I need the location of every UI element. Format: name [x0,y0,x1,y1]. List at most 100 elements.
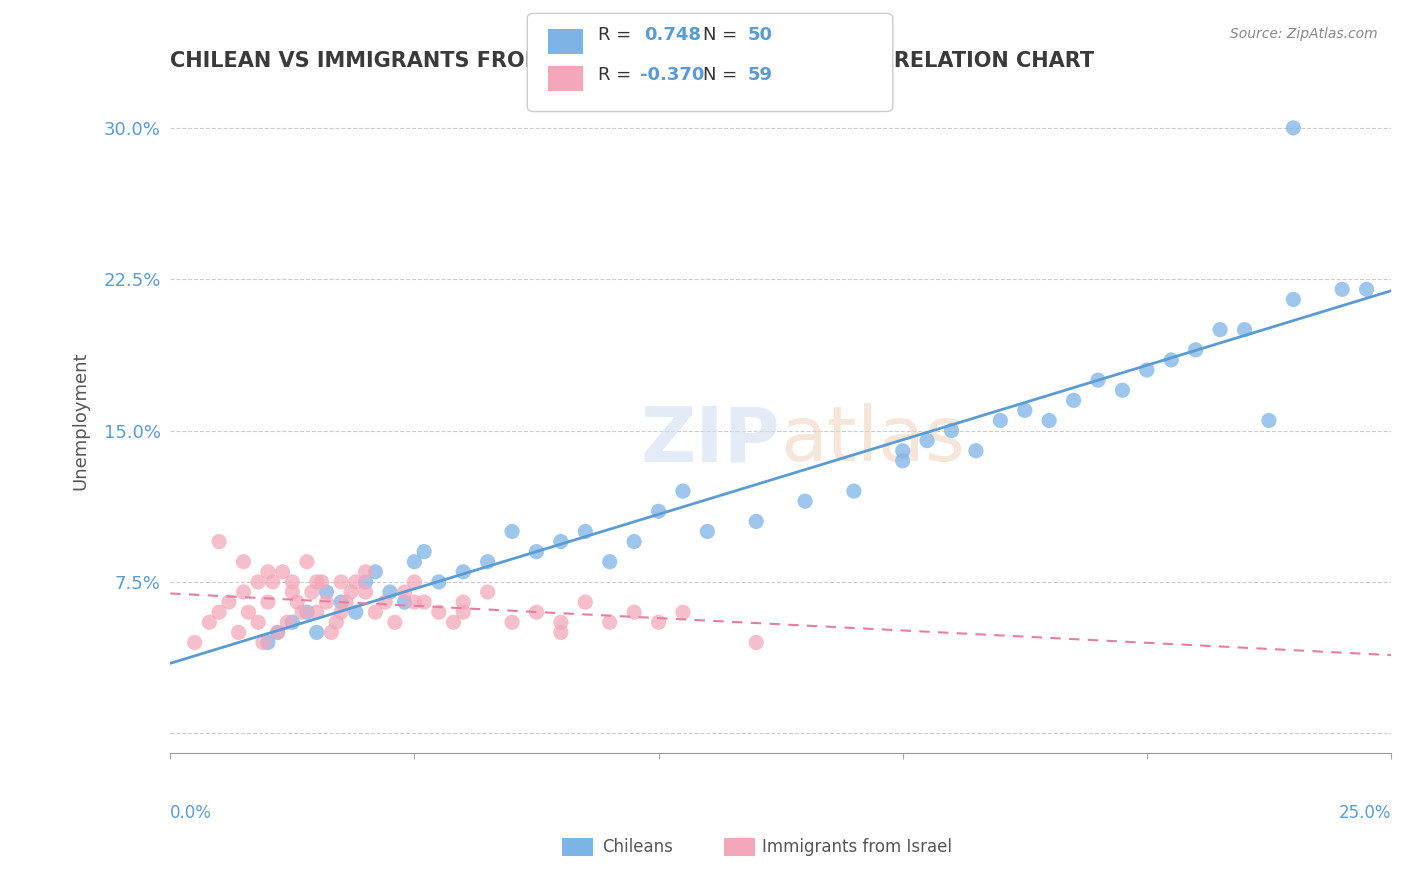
Text: atlas: atlas [780,403,966,477]
Point [1282,293,1305,307]
Point [1184,343,1206,357]
Text: Source: ZipAtlas.com: Source: ZipAtlas.com [1230,27,1378,41]
Point [295,555,318,569]
Point [550,625,572,640]
Point [413,595,436,609]
Text: R =: R = [598,66,637,84]
Point [325,615,347,630]
Point [305,625,328,640]
Point [281,615,304,630]
Point [1038,413,1060,427]
Point [1209,323,1232,337]
Point [291,605,314,619]
Point [988,413,1011,427]
Text: N =: N = [703,66,742,84]
Point [378,585,401,599]
Point [404,574,426,589]
Point [374,595,396,609]
Point [526,544,548,558]
Point [1331,282,1354,296]
Point [794,494,817,508]
Point [501,524,523,539]
Point [427,574,450,589]
Point [672,605,695,619]
Point [1063,393,1085,408]
Point [257,595,280,609]
Point [623,534,645,549]
Point [915,434,938,448]
Point [257,635,280,649]
Text: 25.0%: 25.0% [1339,804,1391,822]
Point [451,605,474,619]
Point [208,605,231,619]
Point [501,615,523,630]
Point [262,574,284,589]
Point [1136,363,1159,377]
Point [271,565,294,579]
Point [266,625,288,640]
Text: 0.748: 0.748 [644,26,702,44]
Point [208,534,231,549]
Point [330,605,353,619]
Text: 0.0%: 0.0% [170,804,212,822]
Point [228,625,250,640]
Point [354,574,377,589]
Point [599,555,621,569]
Point [311,574,333,589]
Point [330,595,353,609]
Y-axis label: Unemployment: Unemployment [72,351,89,490]
Point [526,605,548,619]
Point [427,605,450,619]
Point [266,625,288,640]
Point [305,605,328,619]
Point [232,585,254,599]
Point [1258,413,1281,427]
Point [364,605,387,619]
Point [1087,373,1109,387]
Point [354,585,377,599]
Point [696,524,718,539]
Point [335,595,357,609]
Point [344,605,367,619]
Point [1160,353,1182,368]
Point [672,484,695,499]
Point [330,574,353,589]
Point [443,615,465,630]
Text: Chileans: Chileans [602,838,672,855]
Text: CHILEAN VS IMMIGRANTS FROM ISRAEL UNEMPLOYMENT CORRELATION CHART: CHILEAN VS IMMIGRANTS FROM ISRAEL UNEMPL… [170,51,1094,70]
Point [394,585,416,599]
Point [941,424,963,438]
Point [301,585,323,599]
Point [574,524,596,539]
Point [1014,403,1036,417]
Point [281,585,304,599]
Point [384,615,406,630]
Point [238,605,260,619]
Point [354,565,377,579]
Point [404,555,426,569]
Point [451,595,474,609]
Point [1233,323,1256,337]
Point [364,565,387,579]
Point [891,454,914,468]
Point [257,565,280,579]
Point [647,504,669,518]
Text: ZIP: ZIP [641,403,780,477]
Point [1282,120,1305,135]
Point [285,595,308,609]
Point [550,615,572,630]
Point [321,625,343,640]
Point [477,555,499,569]
Point [623,605,645,619]
Point [276,615,298,630]
Point [413,544,436,558]
Point [451,565,474,579]
Point [305,574,328,589]
Text: R =: R = [598,26,637,44]
Point [891,443,914,458]
Point [198,615,221,630]
Point [247,574,270,589]
Point [218,595,240,609]
Point [647,615,669,630]
Point [394,595,416,609]
